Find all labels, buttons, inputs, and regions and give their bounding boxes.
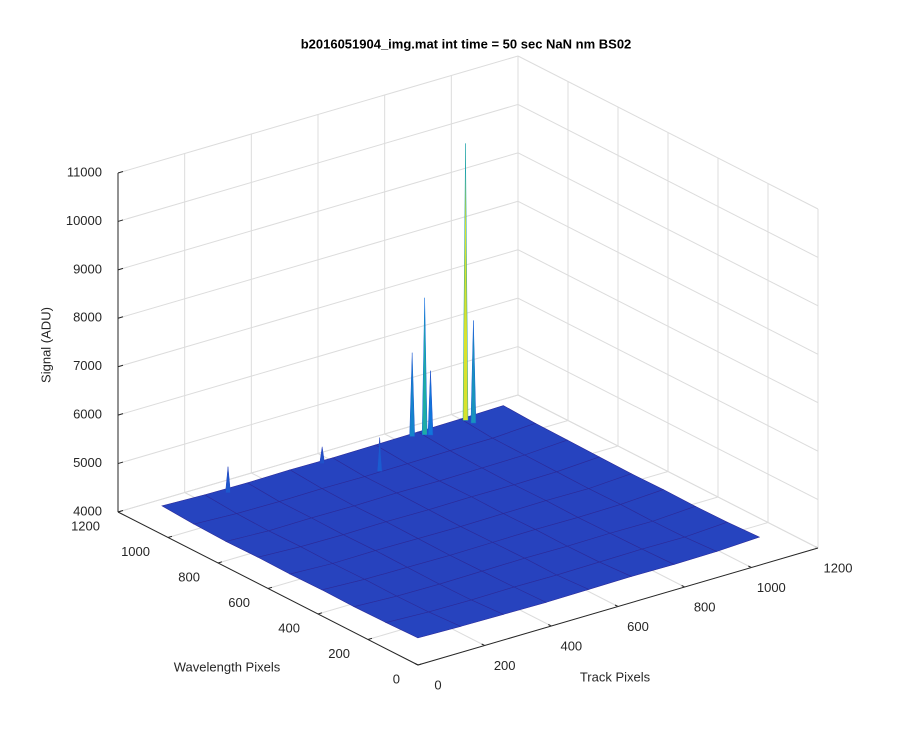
grid-line: [117, 249, 519, 368]
grid-line: [517, 55, 819, 210]
z-tick-label: 10000: [66, 213, 102, 228]
z-tick-label: 5000: [73, 455, 102, 470]
z-axis-label: Signal (ADU): [38, 307, 53, 383]
grid-line: [117, 152, 519, 271]
surface-cell: [385, 611, 462, 639]
tick-mark: [117, 316, 124, 319]
spike: [376, 437, 383, 472]
grid-line: [117, 103, 519, 222]
y-tick-label: 800: [178, 569, 200, 584]
grid-line: [117, 394, 519, 513]
x-axis-label: Track Pixels: [580, 669, 651, 684]
y-tick-label: 600: [228, 595, 250, 610]
x-tick-label: 0: [434, 677, 441, 692]
grid-line: [517, 346, 819, 501]
tick-mark: [117, 510, 124, 513]
grid-line: [517, 297, 819, 452]
chart-title: b2016051904_img.mat int time = 50 sec Na…: [301, 36, 632, 51]
grid-line: [517, 103, 819, 258]
y-axis-label: Wavelength Pixels: [174, 659, 281, 674]
y-tick-label: 0: [393, 671, 400, 686]
x-tick-label: 400: [560, 638, 582, 653]
tick-mark: [117, 171, 124, 174]
y-tick-label: 1000: [121, 544, 150, 559]
tick-mark: [117, 219, 124, 222]
y-tick-label: 400: [278, 620, 300, 635]
grid-line: [117, 297, 519, 416]
grid-line: [517, 249, 819, 404]
x-tick-label: 600: [627, 619, 649, 634]
tick-mark: [117, 267, 124, 271]
grid-line: [117, 200, 519, 319]
x-tick-label: 200: [494, 658, 516, 673]
spike: [462, 143, 469, 421]
z-tick-label: 11000: [67, 164, 102, 179]
y-tick-label: 1200: [71, 518, 100, 533]
spike: [470, 320, 477, 424]
y-tick-label: 200: [328, 646, 350, 661]
tick-mark: [117, 413, 124, 416]
x-axis: [417, 547, 819, 666]
z-tick-label: 8000: [73, 310, 102, 325]
z-tick-label: 4000: [73, 503, 102, 518]
tick-mark: [117, 461, 124, 465]
spike: [319, 446, 325, 465]
x-tick-label: 1000: [757, 580, 786, 595]
grid-line: [517, 394, 819, 549]
grid-line: [117, 346, 519, 465]
spike: [225, 466, 231, 494]
spike: [409, 352, 415, 437]
z-tick-label: 7000: [73, 358, 102, 373]
grid-line: [517, 200, 819, 355]
z-tick-label: 6000: [73, 407, 102, 422]
tick-mark: [117, 364, 124, 368]
spike: [427, 370, 434, 436]
spike: [421, 297, 428, 436]
y-axis: [117, 511, 419, 666]
x-tick-label: 1200: [824, 560, 853, 575]
grid-line: [517, 152, 819, 307]
grid-line: [117, 55, 519, 174]
z-tick-label: 9000: [73, 261, 102, 276]
x-tick-label: 800: [694, 599, 716, 614]
